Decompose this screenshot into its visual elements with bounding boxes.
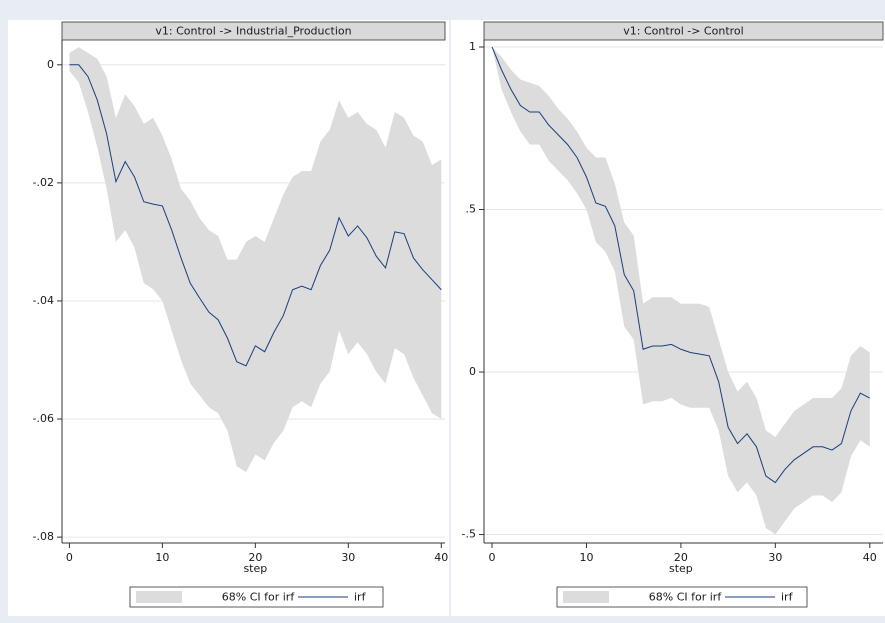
x-tick-label: 10 <box>155 551 169 564</box>
legend-label: irf <box>354 591 367 604</box>
x-tick-label: 0 <box>489 551 496 564</box>
y-tick-label: -.04 <box>33 294 54 307</box>
panel-title: v1: Control -> Control <box>623 25 743 38</box>
y-tick-label: -.06 <box>33 412 54 425</box>
ci-band <box>69 47 442 473</box>
x-tick-label: 30 <box>768 551 782 564</box>
y-tick-label: -.5 <box>462 528 476 541</box>
x-axis-label: step <box>669 562 693 575</box>
x-tick-label: 20 <box>674 551 688 564</box>
legend-label: irf <box>781 591 794 604</box>
legend-label: 68% CI for irf <box>649 591 723 604</box>
ci-band <box>492 46 870 535</box>
irf-line <box>69 64 442 367</box>
panel-header <box>483 21 884 41</box>
x-axis-label: step <box>243 562 267 575</box>
x-tick-label: 40 <box>863 551 877 564</box>
y-tick-label: 0 <box>469 365 476 378</box>
x-tick-label: 20 <box>248 551 262 564</box>
y-tick-label: 1 <box>469 40 476 53</box>
legend: 68% CI for irf irf <box>556 586 808 608</box>
x-tick-label: 10 <box>579 551 593 564</box>
legend-box <box>556 586 808 608</box>
panel: v1: Control -> Industrial_Production 0 -.0… <box>8 20 449 616</box>
y-tick-label: -.08 <box>33 530 54 543</box>
irf-line <box>491 46 871 484</box>
x-tick-label: 0 <box>66 551 73 564</box>
x-tick-label: 30 <box>341 551 355 564</box>
panel-title: v1: Control -> Industrial_Production <box>155 25 351 38</box>
y-tick-label: .5 <box>466 203 477 216</box>
y-tick-label: -.02 <box>33 176 54 189</box>
y-tick-label: 0 <box>47 58 54 71</box>
legend-swatch <box>136 591 182 603</box>
panel-header <box>61 21 446 41</box>
legend-label: 68% CI for irf <box>222 591 296 604</box>
legend-swatch <box>563 591 609 603</box>
x-tick-label: 40 <box>434 551 448 564</box>
legend-box <box>129 586 384 608</box>
legend: 68% CI for irf irf <box>129 586 384 608</box>
panel: v1: Control -> Control 1 .5 0 -.5 0 10 20 30 40 st… <box>451 20 885 616</box>
